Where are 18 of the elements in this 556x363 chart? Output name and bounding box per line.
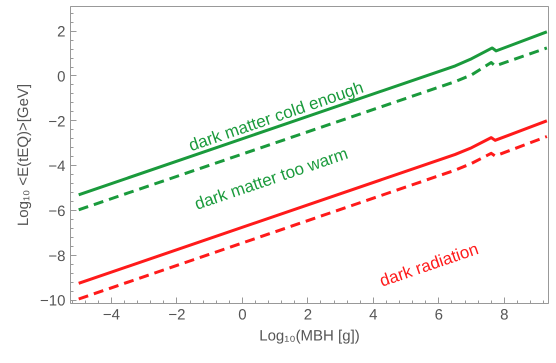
x-tick-label: −2 <box>168 306 186 324</box>
y-tick-label: −6 <box>48 202 66 220</box>
y-tick-label: −4 <box>48 158 66 176</box>
y-tick-label: 2 <box>57 24 66 41</box>
line-series <box>77 46 548 212</box>
x-tick-label: 8 <box>500 306 508 324</box>
y-tick-label: −8 <box>48 248 66 265</box>
y-tick-label: −2 <box>48 113 66 130</box>
x-axis-title: Log₁₀(MBH [g]) <box>259 328 360 344</box>
y-tick-label: 0 <box>57 68 66 86</box>
y-axis-title: Log₁₀ <E(tEQ)>[GeV] <box>15 84 32 226</box>
x-tick-label: 0 <box>238 306 247 324</box>
x-tick-label: 2 <box>304 306 312 324</box>
x-tick-label: −4 <box>102 306 120 324</box>
annotation: dark radiation <box>377 239 481 291</box>
x-tick-label: 4 <box>369 306 378 324</box>
y-tick-label: −10 <box>40 292 66 310</box>
x-tick-label: 6 <box>434 306 443 324</box>
